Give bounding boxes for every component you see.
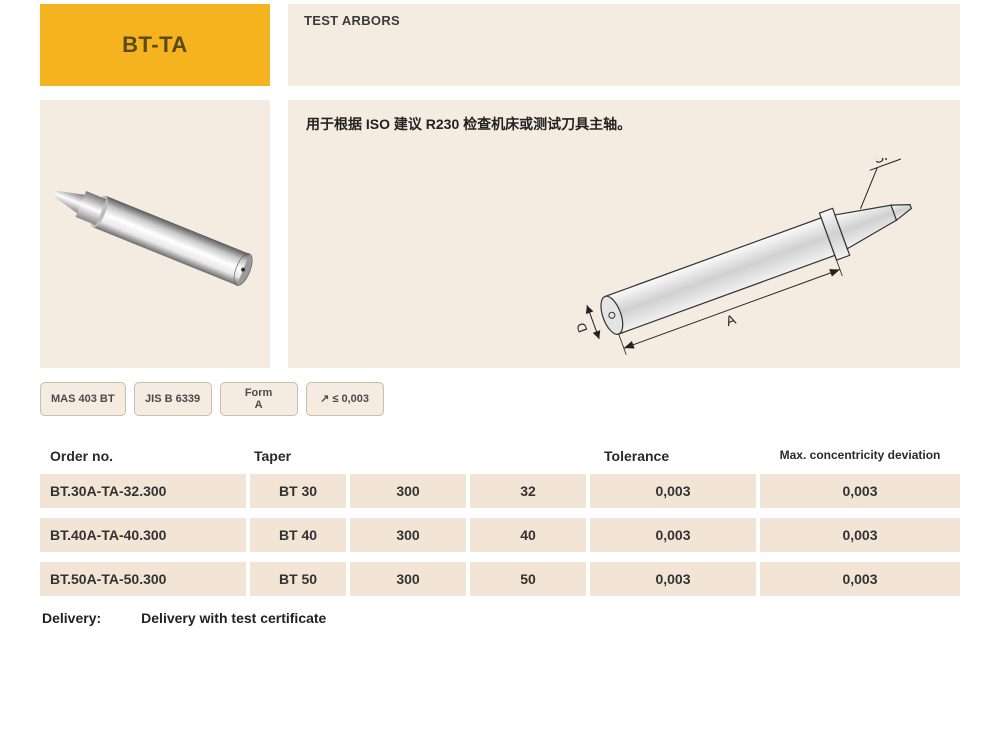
table-row: BT.50A-TA-50.300 BT 50 300 50 0,003 0,00… xyxy=(40,562,960,596)
product-title: TEST ARBORS xyxy=(304,13,400,28)
cell-order: BT.50A-TA-50.300 xyxy=(40,562,250,596)
th-concentricity: Max. concentricity deviation xyxy=(764,448,956,464)
cell-order: BT.40A-TA-40.300 xyxy=(40,518,250,552)
badge-tolerance: ↗ ≤ 0,003 xyxy=(306,382,384,416)
delivery-label: Delivery: xyxy=(42,610,101,626)
cell-order: BT.30A-TA-32.300 xyxy=(40,474,250,508)
description-text: 用于根据 ISO 建议 R230 检查机床或测试刀具主轴。 xyxy=(306,114,942,134)
th-b xyxy=(474,448,594,464)
cell-b: 40 xyxy=(470,518,590,552)
delivery-value: Delivery with test certificate xyxy=(141,610,326,626)
cell-tol: 0,003 xyxy=(590,518,760,552)
th-order: Order no. xyxy=(44,448,254,464)
spec-table: Order no. Taper Tolerance Max. concentri… xyxy=(40,440,960,630)
th-a xyxy=(354,448,474,464)
cell-conc: 0,003 xyxy=(760,518,960,552)
badge-jis: JIS B 6339 xyxy=(134,382,212,416)
table-row: BT.40A-TA-40.300 BT 40 300 40 0,003 0,00… xyxy=(40,518,960,552)
product-photo xyxy=(40,100,270,368)
cell-conc: 0,003 xyxy=(760,474,960,508)
th-taper: Taper xyxy=(254,448,354,464)
cell-tol: 0,003 xyxy=(590,562,760,596)
cell-a: 300 xyxy=(350,518,470,552)
description-panel: 用于根据 ISO 建议 R230 检查机床或测试刀具主轴。 xyxy=(288,100,960,368)
product-title-box: TEST ARBORS xyxy=(288,4,960,86)
cell-a: 300 xyxy=(350,562,470,596)
table-row: BT.30A-TA-32.300 BT 30 300 32 0,003 0,00… xyxy=(40,474,960,508)
cell-taper: BT 50 xyxy=(250,562,350,596)
product-code-box: BT-TA xyxy=(40,4,270,86)
technical-diagram: SK A D xyxy=(540,158,940,358)
table-header: Order no. Taper Tolerance Max. concentri… xyxy=(40,440,960,474)
cell-tol: 0,003 xyxy=(590,474,760,508)
badge-mas: MAS 403 BT xyxy=(40,382,126,416)
th-tolerance: Tolerance xyxy=(594,448,764,464)
badge-form: Form A xyxy=(220,382,298,416)
product-code: BT-TA xyxy=(122,32,188,58)
svg-text:D: D xyxy=(573,321,590,335)
cell-conc: 0,003 xyxy=(760,562,960,596)
cell-a: 300 xyxy=(350,474,470,508)
svg-text:A: A xyxy=(723,311,738,329)
cell-taper: BT 30 xyxy=(250,474,350,508)
cell-taper: BT 40 xyxy=(250,518,350,552)
spec-badges: MAS 403 BT JIS B 6339 Form A ↗ ≤ 0,003 xyxy=(40,382,960,416)
delivery-note: Delivery: Delivery with test certificate xyxy=(40,606,960,630)
cell-b: 50 xyxy=(470,562,590,596)
cell-b: 32 xyxy=(470,474,590,508)
arbor-photo-icon xyxy=(55,114,255,354)
